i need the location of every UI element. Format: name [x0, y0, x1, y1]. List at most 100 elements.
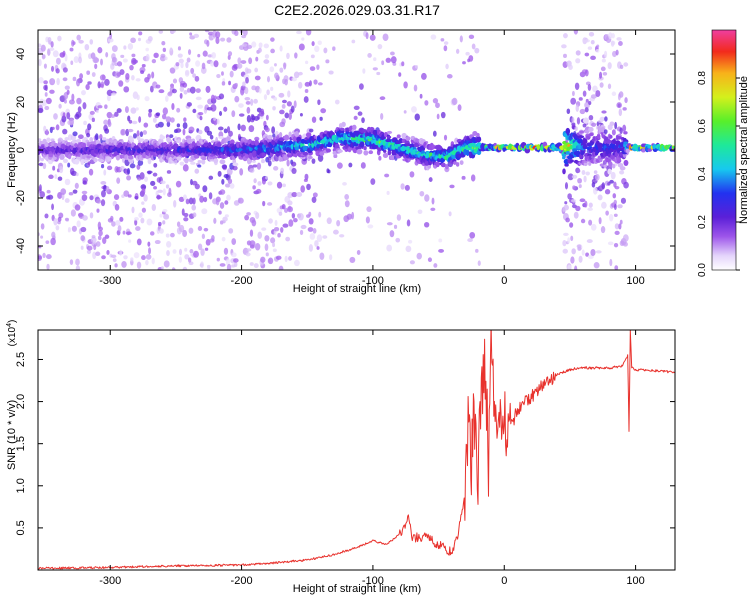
spectrogram-ridge-cell [617, 158, 621, 162]
spectrogram-speckle [104, 78, 110, 86]
spectrogram-speckle [435, 102, 440, 109]
spectrogram-speckle [38, 184, 42, 192]
spectrogram-speckle [461, 175, 466, 180]
spectrogram-ridge-cell [445, 163, 449, 170]
spectrogram-speckle [215, 36, 220, 45]
spectrogram-speckle [598, 217, 602, 225]
spectrogram-speckle [346, 213, 353, 220]
spectrogram-speckle [288, 112, 292, 120]
spectrogram-speckle [69, 259, 74, 266]
spectrogram-speckle [574, 265, 578, 270]
spectrogram-speckle [132, 59, 138, 64]
spectrogram-speckle [116, 61, 123, 67]
spectrogram-speckle [296, 30, 302, 35]
spectrogram-speckle [298, 81, 303, 89]
y-tick-label: 40 [15, 48, 27, 60]
spectrogram-speckle [86, 132, 91, 138]
spectrogram-speckle [218, 210, 222, 215]
spectrogram-speckle [182, 194, 187, 201]
spectrogram-speckle [594, 173, 600, 181]
spectrogram-speckle [290, 105, 295, 113]
y-tick-label: 1.0 [15, 478, 27, 493]
spectrogram-speckle [62, 128, 68, 135]
spectrogram-speckle [203, 227, 209, 232]
spectrogram-speckle [197, 164, 202, 168]
spectrogram-ridge-cell [62, 158, 68, 164]
spectrogram-speckle [293, 218, 298, 223]
spectrogram-speckle [38, 107, 44, 114]
spectrogram-ridge-cell [76, 138, 82, 144]
spectrogram-speckle [175, 62, 180, 67]
spectrogram-speckle [45, 97, 52, 105]
spectrogram-speckle [288, 219, 294, 227]
spectrogram-speckle [38, 162, 44, 167]
spectrogram-speckle [265, 114, 269, 121]
spectrogram-speckle [261, 227, 267, 231]
spectrogram-speckle [98, 226, 103, 232]
spectrogram-speckle [72, 131, 78, 137]
spectrogram-speckle [332, 46, 336, 51]
spectrogram-ridge-cell [130, 136, 135, 140]
spectrogram-ridge-cell [623, 141, 629, 145]
spectrogram-speckle [170, 117, 175, 123]
spectrogram-speckle [294, 52, 298, 59]
spectrogram-speckle [570, 235, 574, 242]
spectrogram-ridge-cell [641, 148, 646, 153]
spectrogram-speckle [477, 260, 481, 266]
spectrogram-speckle [51, 126, 55, 130]
spectrogram-speckle [304, 60, 309, 65]
spectrogram-speckle [171, 103, 175, 111]
spectrogram-speckle [249, 229, 254, 237]
spectrogram-speckle [210, 104, 217, 112]
spectrogram-speckle [178, 256, 183, 263]
page-title: C2E2.2026.029.03.31.R17 [274, 2, 440, 18]
spectrogram-speckle [571, 174, 578, 179]
spectrogram-speckle [221, 236, 226, 242]
spectrogram-speckle [145, 47, 149, 52]
spectrogram-speckle [370, 178, 376, 185]
spectrogram-speckle [91, 235, 96, 239]
spectrogram-speckle [573, 211, 579, 219]
spectrogram-speckle [588, 115, 594, 121]
spectrogram-speckle [227, 51, 233, 57]
spectrogram-speckle [280, 227, 284, 233]
spectrogram-speckle [278, 92, 285, 98]
spectrogram-speckle [150, 180, 156, 186]
spectrogram-speckle [131, 206, 135, 214]
spectrogram-speckle [231, 238, 237, 245]
spectrogram-speckle [55, 68, 60, 74]
spectrogram-speckle [313, 79, 318, 85]
spectrogram-speckle [58, 103, 62, 109]
spectrogram-speckle [561, 44, 567, 49]
spectrogram-speckle [562, 53, 567, 58]
spectrogram-speckle [110, 114, 116, 118]
bottom-x-axis-label: Height of straight line (km) [293, 583, 421, 595]
spectrogram-ridge-cell [453, 161, 457, 165]
spectrogram-ridge-cell [382, 152, 389, 158]
spectrogram-speckle [55, 57, 61, 65]
spectrogram-speckle [265, 176, 268, 180]
spectrogram-speckle [128, 119, 133, 124]
spectrogram-ridge-cell [187, 151, 192, 156]
spectrogram-speckle [264, 127, 270, 133]
spectrogram-speckle [138, 212, 143, 218]
spectrogram-speckle [274, 219, 278, 226]
spectrogram-speckle [400, 183, 405, 190]
spectrogram-speckle [245, 100, 251, 105]
spectrogram-ridge-cell [186, 137, 193, 144]
spectrogram-speckle [41, 99, 47, 107]
spectrogram-speckle [86, 245, 93, 251]
spectrogram-speckle [44, 84, 48, 92]
spectrogram-ridge-cell [300, 156, 306, 160]
spectrogram-speckle [234, 95, 240, 103]
spectrogram-speckle [64, 85, 70, 90]
spectrogram-ridge-cell [606, 158, 611, 162]
spectrogram-ridge-cell [48, 153, 54, 158]
spectrogram-speckle [293, 100, 297, 108]
spectrogram-speckle [170, 232, 175, 238]
spectrogram-ridge-cell [67, 153, 72, 160]
spectrogram-speckle [424, 194, 430, 202]
spectrogram-speckle [224, 183, 231, 188]
spectrogram-speckle [609, 179, 614, 184]
spectrogram-speckle [428, 177, 433, 183]
